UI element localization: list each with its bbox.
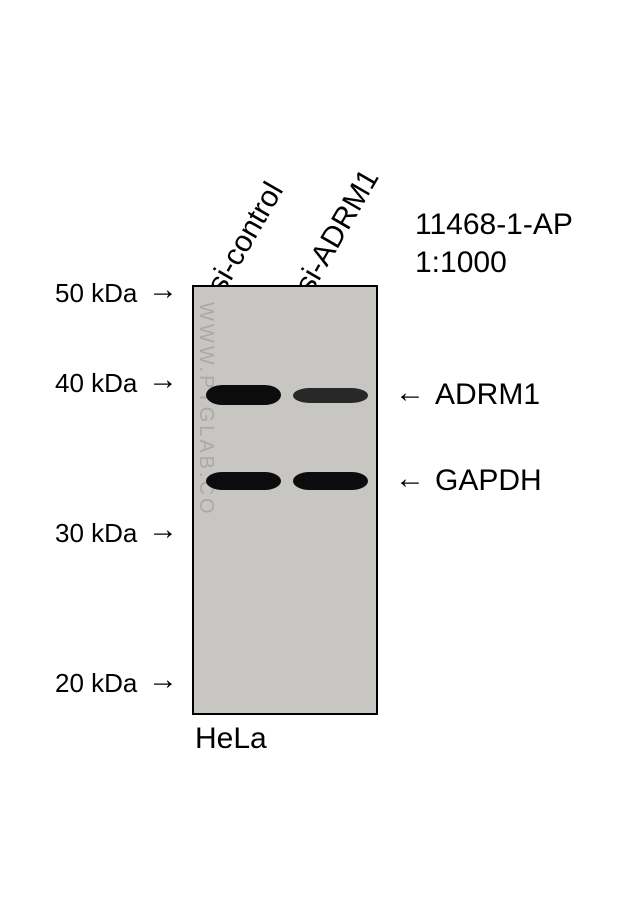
band-label-gapdh: GAPDH (435, 464, 542, 498)
band-arrow-gapdh: ← (395, 462, 425, 496)
blot-membrane: WWW.PTGLAB.CO (192, 285, 378, 715)
antibody-catalog: 11468-1-AP (415, 208, 573, 242)
band-arrow-adrm1: ← (395, 376, 425, 410)
western-blot-figure: 50 kDa → 40 kDa → 30 kDa → 20 kDa → si-c… (0, 0, 629, 903)
band-gapdh-lane2 (293, 472, 368, 490)
mw-label-50: 50 kDa (55, 278, 137, 309)
mw-label-30: 30 kDa (55, 518, 137, 549)
mw-arrow-50: → (148, 273, 178, 307)
mw-label-20: 20 kDa (55, 668, 137, 699)
mw-arrow-30: → (148, 513, 178, 547)
lane-label-si-control: si-control (201, 177, 291, 299)
band-label-adrm1: ADRM1 (435, 378, 540, 412)
mw-arrow-20: → (148, 663, 178, 697)
cell-line-label: HeLa (195, 722, 267, 756)
mw-arrow-40: → (148, 363, 178, 397)
mw-label-40: 40 kDa (55, 368, 137, 399)
band-adrm1-lane1 (206, 385, 281, 405)
lane-label-si-adrm1: si-ADRM1 (289, 164, 387, 299)
band-adrm1-lane2 (293, 388, 368, 403)
antibody-dilution: 1:1000 (415, 246, 507, 280)
band-gapdh-lane1 (206, 472, 281, 490)
